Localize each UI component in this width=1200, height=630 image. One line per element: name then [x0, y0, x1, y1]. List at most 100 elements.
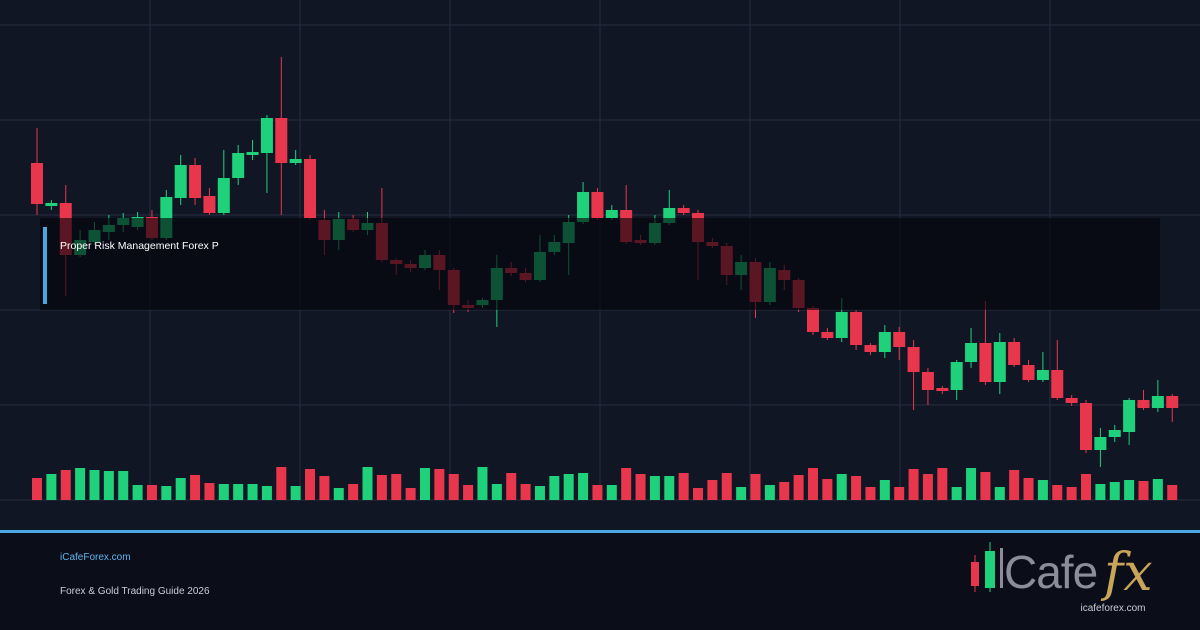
- logo-i: [1000, 548, 1003, 588]
- volume-bar: [736, 487, 747, 500]
- volume-bar: [405, 488, 416, 500]
- volume-bar: [491, 484, 502, 500]
- volume-bar: [1081, 474, 1092, 500]
- candle-body: [907, 347, 920, 372]
- candle-body: [921, 372, 934, 390]
- candle-body: [965, 343, 978, 362]
- volume-bar: [391, 474, 402, 500]
- overlay-band: [40, 218, 1160, 310]
- volume-bar: [894, 487, 905, 500]
- volume-bar: [46, 474, 57, 500]
- volume-bar: [434, 469, 445, 500]
- volume-bar: [807, 468, 818, 500]
- volume-bar: [563, 474, 574, 500]
- candle-body: [677, 208, 690, 213]
- volume-bar: [836, 474, 847, 500]
- volume-bar: [966, 468, 977, 500]
- volume-bar: [89, 470, 100, 500]
- candle-body: [821, 332, 834, 338]
- candle-body: [304, 159, 317, 218]
- volume-bar: [635, 474, 646, 500]
- candle-body: [1151, 396, 1164, 408]
- volume-bar: [1167, 485, 1178, 500]
- candle-body: [878, 332, 891, 352]
- candle-body: [577, 192, 590, 222]
- candle-body: [1094, 437, 1107, 450]
- candle-body: [1051, 370, 1064, 398]
- volume-bar: [32, 478, 42, 500]
- candle-body: [203, 196, 216, 213]
- candle-body: [1080, 403, 1093, 450]
- candle-body: [1108, 430, 1121, 437]
- volume-bar: [1037, 480, 1048, 500]
- candle-body: [864, 345, 877, 352]
- volume-bar: [218, 484, 229, 500]
- candle-body: [189, 165, 202, 198]
- volume-bar: [750, 474, 761, 500]
- volume-bar: [305, 469, 316, 500]
- volume-bar: [1124, 480, 1135, 500]
- candle-body: [174, 165, 187, 198]
- volume-bar: [60, 470, 71, 500]
- volume-bar: [779, 482, 790, 500]
- volume-bar: [118, 471, 129, 500]
- volume-bar: [261, 486, 272, 500]
- volume-bar: [851, 476, 862, 500]
- volume-bar: [980, 472, 991, 500]
- candle-body: [1065, 398, 1078, 403]
- volume-bar: [693, 488, 704, 500]
- volume-bar: [1052, 485, 1063, 500]
- volume-bar: [520, 484, 531, 500]
- candle-body: [835, 312, 848, 338]
- volume-bar: [606, 485, 617, 500]
- volume-bar: [1152, 479, 1163, 500]
- volume-bar: [664, 476, 675, 500]
- volume-bar: [922, 474, 933, 500]
- candle-body: [605, 210, 618, 218]
- logo-brand: Cafe: [1004, 546, 1097, 598]
- volume-bar: [419, 468, 430, 500]
- volume-bar: [75, 468, 86, 500]
- candle-body: [979, 343, 992, 382]
- candle-body: [806, 308, 819, 332]
- volume-bar: [233, 484, 244, 500]
- logo-candle: [985, 551, 995, 588]
- candle-body: [232, 153, 245, 178]
- volume-bar: [276, 467, 287, 500]
- volume-bar: [865, 487, 876, 500]
- volume-bar: [621, 468, 632, 500]
- candle-body: [275, 118, 288, 163]
- candle-body: [260, 118, 273, 153]
- candle-body: [950, 362, 963, 390]
- volume-bar: [994, 487, 1005, 500]
- footer-divider: [0, 530, 1200, 533]
- candle-body: [1166, 396, 1179, 408]
- volume-bar: [1095, 484, 1106, 500]
- volume-bar: [1109, 482, 1120, 500]
- candle-body: [246, 152, 259, 155]
- volume-bar: [879, 480, 890, 500]
- volume-bar: [333, 488, 344, 500]
- logo: Cafe fx icafeforex.com: [971, 542, 1153, 614]
- volume-bar: [348, 484, 359, 500]
- candle-body: [45, 203, 58, 206]
- logo-url: icafeforex.com: [1080, 603, 1145, 614]
- volume-bar: [764, 485, 775, 500]
- volume-bar: [1138, 481, 1149, 500]
- volume-bar: [161, 486, 172, 500]
- candle-body: [31, 163, 43, 204]
- candle-body: [936, 388, 949, 391]
- volume-bar: [477, 467, 488, 500]
- volume-bar: [376, 475, 387, 500]
- volume-bar: [721, 473, 732, 500]
- volume-bar: [175, 478, 186, 500]
- candle-body: [1008, 342, 1021, 365]
- volume-bar: [204, 483, 215, 500]
- volume-bar: [592, 485, 603, 500]
- candle-body: [289, 159, 302, 163]
- volume-bar: [448, 474, 459, 500]
- footer-subtitle: Forex & Gold Trading Guide 2026: [60, 586, 210, 597]
- volume-bar: [319, 476, 330, 500]
- volume-bar: [707, 480, 718, 500]
- candle-body: [893, 332, 906, 347]
